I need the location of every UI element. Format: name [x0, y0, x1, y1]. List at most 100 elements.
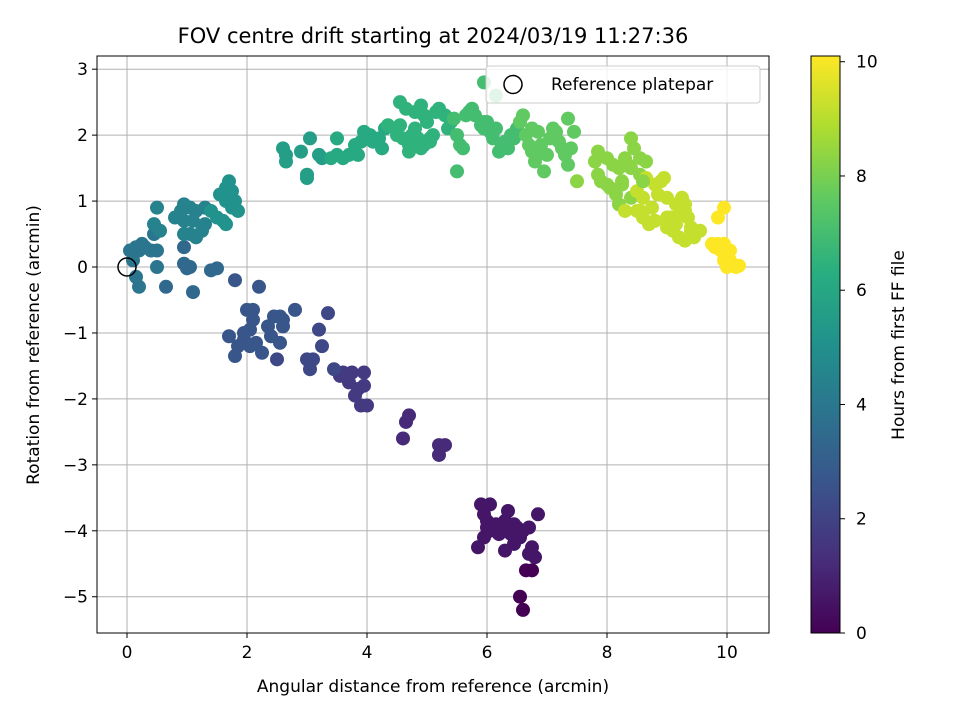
data-point: [624, 161, 638, 176]
data-point: [447, 111, 461, 126]
data-point: [375, 141, 389, 156]
x-tick-label: 4: [362, 643, 373, 663]
colorbar-tick-label: 2: [856, 510, 867, 530]
data-point: [639, 154, 653, 169]
colorbar-tick-label: 6: [856, 281, 867, 301]
data-point: [423, 134, 437, 149]
data-point: [480, 520, 494, 535]
data-point: [243, 322, 257, 337]
data-point: [438, 438, 452, 453]
data-point: [633, 203, 647, 218]
x-tick-label: 2: [242, 643, 253, 663]
data-point: [321, 306, 335, 321]
data-point: [660, 210, 674, 225]
data-point: [150, 200, 164, 215]
y-tick-label: 2: [77, 126, 88, 146]
legend: Reference platepar: [485, 65, 761, 104]
data-point: [450, 164, 464, 179]
data-point: [513, 589, 527, 604]
legend-label: Reference platepar: [551, 75, 713, 95]
data-point: [351, 147, 365, 162]
data-point: [186, 285, 200, 300]
data-point: [648, 213, 662, 228]
reference-platepar-marker: [117, 257, 137, 277]
colorbar-tick-label: 8: [856, 167, 867, 187]
data-point: [246, 302, 260, 317]
data-point: [516, 108, 530, 123]
y-tick-label: 1: [77, 192, 88, 212]
data-point: [570, 174, 584, 189]
legend-box: [485, 65, 761, 104]
data-point: [303, 131, 317, 146]
data-point: [300, 352, 314, 367]
scatter-points: [117, 75, 746, 617]
data-point: [531, 507, 545, 522]
data-point: [498, 543, 512, 558]
x-tick-label: 8: [602, 643, 613, 663]
data-point: [357, 365, 371, 380]
data-point: [177, 240, 191, 255]
colorbar-gradient: [810, 55, 841, 634]
data-point: [159, 279, 173, 294]
y-tick-label: −5: [63, 588, 88, 608]
data-point: [567, 124, 581, 139]
data-point: [540, 147, 554, 162]
data-point: [618, 203, 632, 218]
data-point: [711, 210, 725, 225]
data-point: [228, 349, 242, 364]
data-point: [294, 144, 308, 159]
data-point: [501, 504, 515, 519]
data-point: [198, 217, 212, 232]
x-tick-label: 0: [122, 643, 133, 663]
data-point: [636, 190, 650, 205]
data-point: [279, 147, 293, 162]
data-point: [561, 111, 575, 126]
y-tick-label: 3: [77, 60, 88, 80]
data-point: [312, 322, 326, 337]
data-point: [522, 520, 536, 535]
data-point: [396, 431, 410, 446]
y-tick-label: −2: [63, 390, 88, 410]
data-point: [615, 177, 629, 192]
data-point: [402, 408, 416, 423]
data-point: [357, 378, 371, 393]
data-point: [222, 190, 236, 205]
colorbar-label: Hours from first FF file: [889, 250, 909, 440]
data-point: [327, 362, 341, 377]
data-point: [525, 540, 539, 555]
y-tick-label: −3: [63, 456, 88, 476]
data-point: [732, 258, 746, 273]
plot-area-frame: [96, 55, 770, 634]
data-point: [588, 154, 602, 169]
y-axis-ticks: −5 −4 −3 −2 −1 0 1 2 3: [63, 60, 97, 608]
data-point: [315, 339, 329, 354]
colorbar-ticks: 0 2 4 6 8 10: [840, 53, 878, 644]
data-point: [147, 217, 161, 232]
data-point: [330, 131, 344, 146]
data-point: [669, 197, 683, 212]
data-point: [228, 273, 242, 288]
data-point: [564, 141, 578, 156]
data-point: [273, 309, 287, 324]
chart-title: FOV centre drift starting at 2024/03/19 …: [178, 24, 689, 48]
y-tick-label: −4: [63, 522, 88, 542]
data-point: [525, 563, 539, 578]
colorbar: 0 2 4 6 8 10 Hours from first FF file: [810, 53, 909, 644]
data-point: [657, 170, 671, 185]
data-point: [393, 118, 407, 133]
data-point: [483, 497, 497, 512]
data-point: [531, 124, 545, 139]
x-axis-label: Angular distance from reference (arcmin): [257, 677, 609, 697]
x-tick-label: 6: [482, 643, 493, 663]
data-point: [516, 602, 530, 617]
data-point: [693, 223, 707, 238]
data-point: [222, 329, 236, 344]
data-point: [288, 302, 302, 317]
x-axis-ticks: 0 2 4 6 8 10: [122, 633, 738, 663]
colorbar-tick-label: 4: [856, 395, 867, 415]
data-point: [360, 398, 374, 413]
data-point: [456, 141, 470, 156]
colorbar-tick-label: 0: [856, 624, 867, 644]
y-tick-label: 0: [77, 258, 88, 278]
data-point: [645, 200, 659, 215]
